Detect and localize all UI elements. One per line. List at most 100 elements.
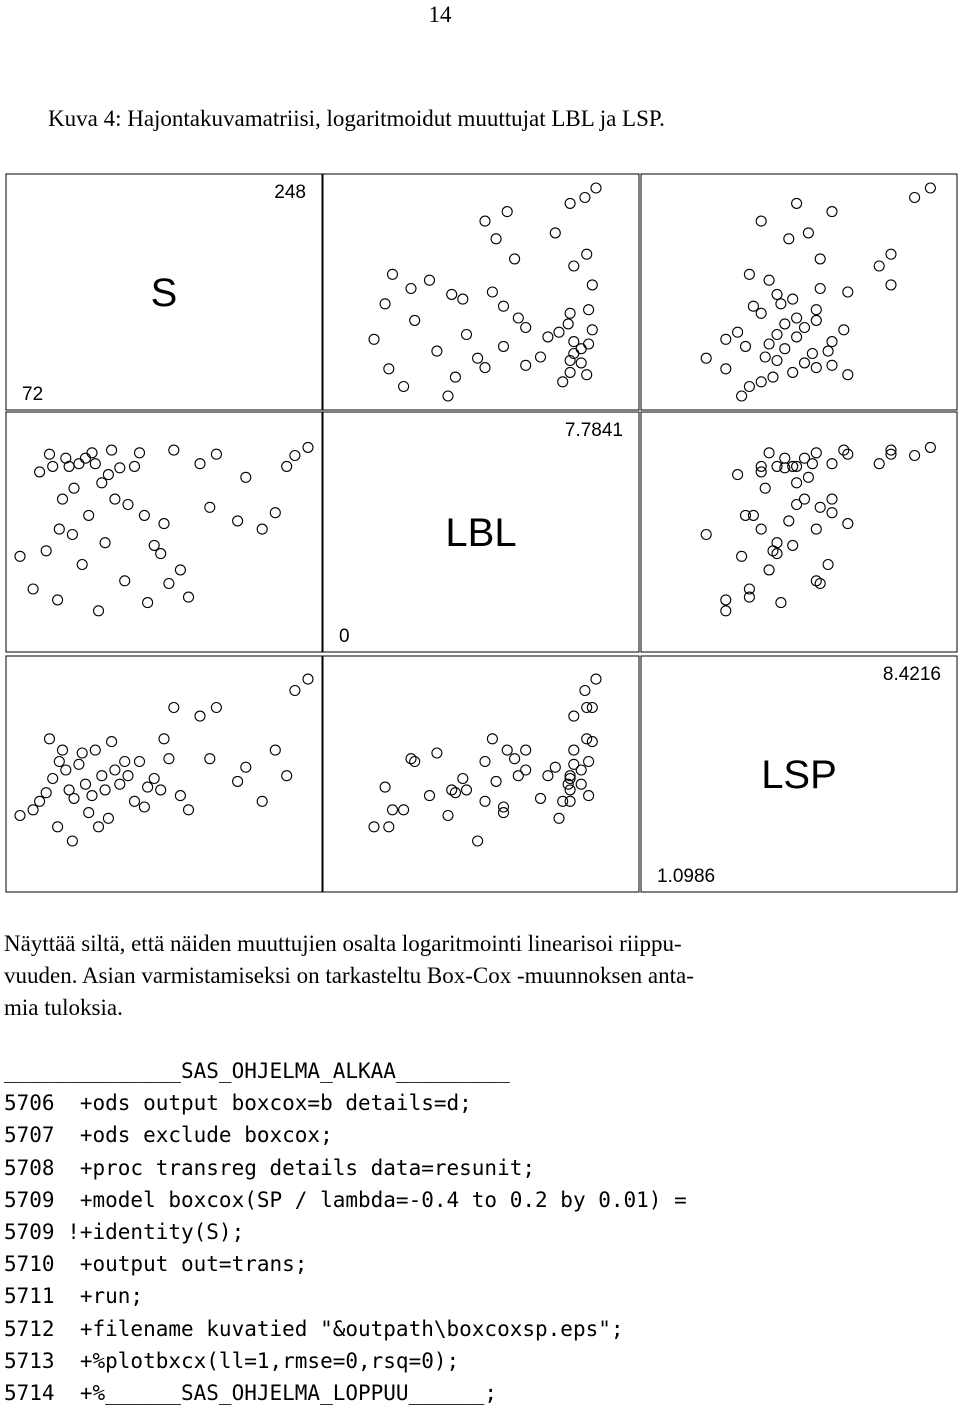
data-point	[720, 333, 732, 345]
data-point	[501, 206, 513, 218]
data-point	[759, 351, 771, 363]
data-point	[791, 498, 803, 511]
data-point	[579, 684, 591, 697]
data-point	[122, 770, 134, 782]
data-point	[771, 328, 783, 341]
data-point	[509, 253, 521, 265]
data-point	[60, 764, 72, 776]
data-point	[155, 548, 167, 560]
data-point	[431, 747, 443, 759]
cell-frame	[640, 411, 958, 653]
data-point	[564, 770, 576, 782]
data-point	[27, 804, 39, 816]
data-point	[771, 354, 783, 367]
data-point	[924, 441, 936, 453]
data-point	[562, 318, 574, 330]
data-point	[119, 575, 131, 587]
data-point	[798, 493, 811, 505]
data-point	[423, 790, 436, 802]
data-point	[302, 673, 314, 685]
data-point	[368, 333, 380, 345]
data-point	[590, 182, 602, 194]
data-point	[802, 471, 814, 483]
data-point	[822, 345, 834, 357]
code-line: 5709 !+identity(S);	[4, 1219, 245, 1244]
code-line: 5709 +model boxcox(SP / lambda=-0.4 to 0…	[4, 1187, 687, 1212]
data-point	[96, 477, 108, 489]
code-line: 5710 +output out=trans;	[4, 1252, 308, 1277]
data-point	[826, 206, 838, 218]
matrix-cell-lsp-vs-lsp: LSP 8.4216 1.0986	[640, 655, 958, 893]
variable-name: S	[151, 271, 178, 315]
data-point	[204, 753, 216, 765]
data-point	[755, 215, 767, 227]
variable-min-label: 1.0986	[657, 866, 715, 887]
data-point	[520, 764, 532, 776]
cell-frame	[640, 173, 958, 411]
data-point	[383, 821, 395, 833]
data-point	[142, 781, 154, 793]
data-point	[763, 447, 775, 459]
data-point	[256, 795, 268, 807]
data-point	[114, 462, 126, 474]
data-point	[767, 371, 779, 383]
data-point	[497, 807, 510, 819]
data-point	[442, 809, 454, 822]
variable-name: LSP	[761, 753, 837, 797]
data-point	[564, 784, 576, 796]
data-point	[802, 227, 814, 239]
data-point	[43, 733, 56, 745]
data-point	[479, 215, 491, 227]
data-point	[586, 324, 598, 336]
data-point	[826, 507, 838, 519]
data-point	[194, 710, 206, 722]
data-point	[549, 227, 561, 239]
data-point	[581, 369, 593, 381]
data-point	[826, 458, 838, 470]
cell-frame	[322, 411, 640, 653]
data-point	[909, 191, 921, 204]
data-point	[405, 282, 417, 295]
data-point	[457, 772, 469, 785]
data-point	[775, 298, 787, 310]
data-point	[182, 804, 195, 816]
data-point	[99, 537, 111, 549]
data-point	[163, 753, 175, 765]
data-point	[787, 293, 799, 305]
data-point	[14, 550, 26, 562]
data-point	[798, 452, 811, 464]
page-number: 14	[428, 2, 452, 27]
scatterplot-matrix: S 248 72 LBL 7.7841 0 LSP 8.4216 1.0986	[5, 173, 958, 893]
data-point	[736, 390, 748, 402]
data-point	[281, 770, 293, 782]
paragraph-line: mia tuloksia.	[4, 995, 123, 1020]
data-point	[575, 778, 587, 790]
data-point	[739, 509, 752, 521]
code-line: 5711 +run;	[4, 1284, 144, 1309]
data-point	[759, 482, 771, 494]
data-point	[73, 458, 85, 470]
data-point	[99, 784, 111, 796]
data-point	[68, 792, 80, 804]
data-point	[148, 539, 160, 551]
data-point	[568, 710, 580, 722]
data-point	[79, 778, 92, 790]
data-point	[842, 448, 854, 460]
code-line: 5712 +filename kuvatied "&outpath\boxcox…	[4, 1316, 624, 1341]
data-point	[114, 778, 126, 790]
data-point	[568, 336, 580, 348]
data-point	[700, 352, 712, 364]
data-point	[269, 744, 281, 756]
data-point	[806, 458, 818, 470]
data-point	[446, 784, 458, 796]
data-point	[775, 597, 787, 609]
variable-min-label: 0	[339, 626, 350, 647]
data-point	[583, 338, 595, 350]
data-point	[564, 772, 576, 785]
data-point	[102, 469, 114, 481]
data-point	[755, 376, 767, 388]
data-point	[210, 701, 222, 714]
code-line: 5707 +ods exclude boxcox;	[4, 1123, 333, 1148]
data-point	[581, 733, 593, 745]
data-point	[289, 684, 301, 697]
